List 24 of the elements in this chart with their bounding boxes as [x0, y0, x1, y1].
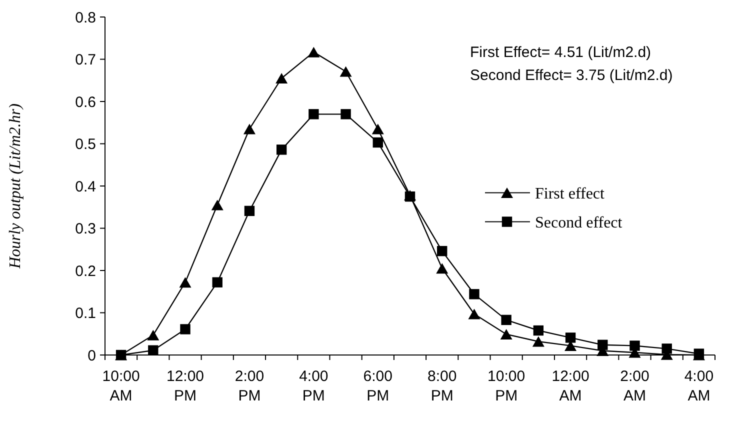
x-tick-label: 12:00 PM	[166, 368, 204, 404]
annotation: Second Effect= 3.75 (Lit/m2.d)	[470, 67, 673, 84]
x-tick-label: 10:00 PM	[488, 368, 526, 404]
annotation: First Effect= 4.51 (Lit/m2.d)	[470, 44, 652, 61]
legend-label: Second effect	[535, 214, 623, 232]
y-tick-label: 0.7	[75, 52, 96, 68]
y-tick-label: 0.6	[75, 94, 96, 111]
y-tick-label: 0	[88, 347, 96, 364]
y-tick-label: 0.2	[75, 262, 96, 280]
y-tick-label: 0.3	[75, 220, 96, 238]
y-tick-label: 0.4	[75, 178, 96, 196]
x-tick-label: 4:00 PM	[299, 368, 328, 404]
x-tick-label: 8:00 PM	[428, 368, 457, 404]
y-tick-label: 0.1	[75, 305, 96, 322]
y-axis-title: Hourly output (Lit/m2.hr)	[7, 104, 24, 270]
y-tick-label: 0.8	[75, 9, 96, 26]
x-tick-label: 10:00 AM	[102, 368, 140, 404]
x-tick-label: 2:00 AM	[620, 368, 650, 404]
x-tick-label: 6:00 PM	[363, 368, 392, 404]
x-tick-label: 4:00 AM	[684, 368, 714, 404]
y-tick-label: 0.5	[75, 136, 96, 153]
x-tick-label: 2:00 PM	[234, 368, 264, 404]
legend-label: First effect	[535, 185, 606, 202]
x-tick-label: 12:00 AM	[552, 368, 590, 404]
